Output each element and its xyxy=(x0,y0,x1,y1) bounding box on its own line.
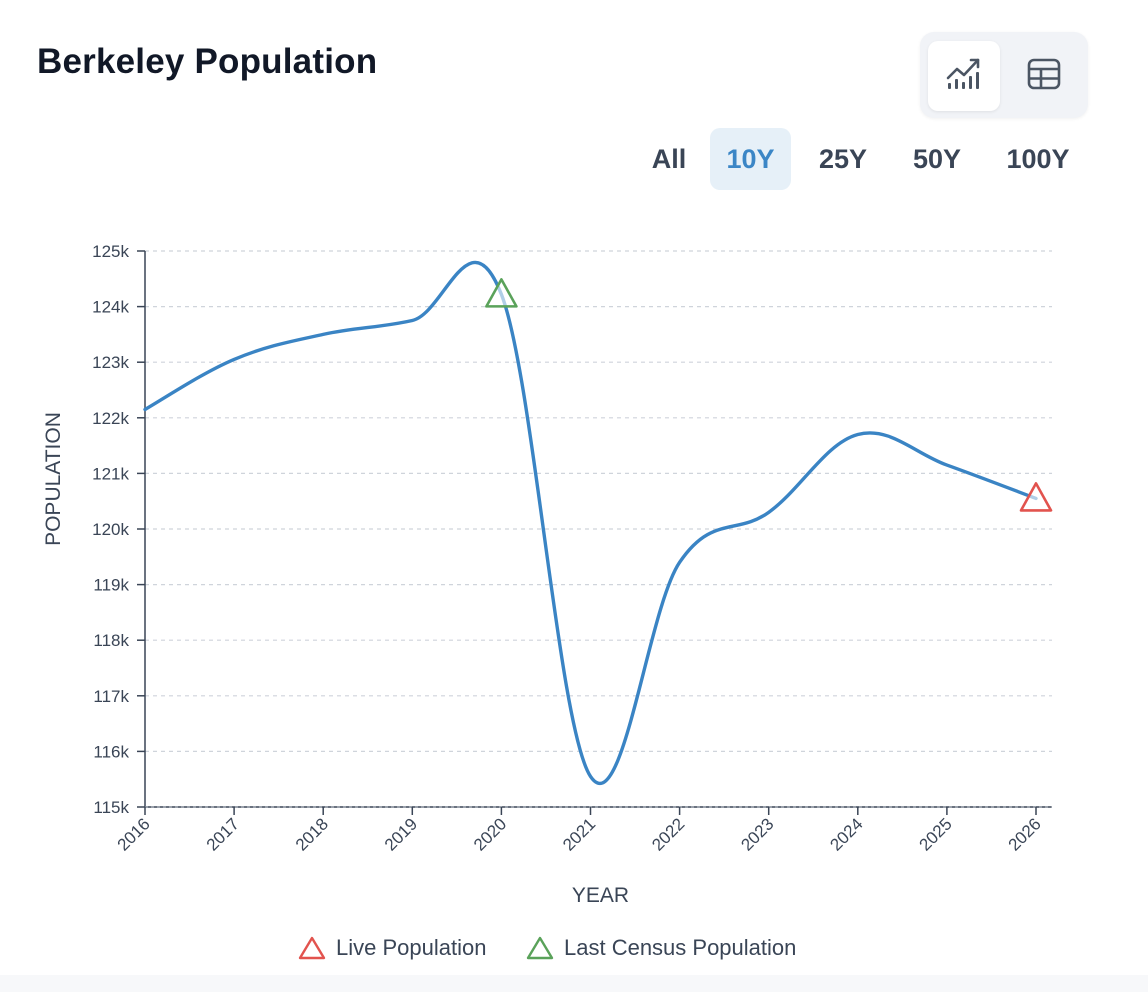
y-tick-label: 123k xyxy=(92,353,129,372)
x-tick-label: 2017 xyxy=(203,814,243,854)
line-chart-icon xyxy=(944,56,984,97)
data-point xyxy=(588,773,594,779)
data-point xyxy=(320,331,326,337)
y-tick-label: 116k xyxy=(93,742,129,761)
legend-census-label: Last Census Population xyxy=(564,935,797,960)
x-tick-label: 2024 xyxy=(826,814,866,854)
table-grid-icon xyxy=(1026,56,1062,97)
census-population-marker xyxy=(485,278,518,308)
legend-census-population[interactable]: Last Census Population xyxy=(526,930,796,966)
chart-legend: Live Population Last Census Population xyxy=(0,930,1148,966)
tab-all[interactable]: All xyxy=(651,143,687,174)
data-point xyxy=(855,431,861,437)
x-axis-title: YEAR xyxy=(572,884,629,907)
legend-live-label: Live Population xyxy=(336,935,487,960)
card-bottom-edge xyxy=(0,975,1148,992)
y-tick-label: 118k xyxy=(93,631,129,650)
population-line xyxy=(143,260,1038,786)
census-population-triangle-icon xyxy=(526,936,554,960)
y-tick-label: 120k xyxy=(92,520,129,539)
tab-50y[interactable]: 50Y xyxy=(912,143,962,174)
y-axis-title: POPULATION xyxy=(42,412,65,546)
view-toggle xyxy=(920,32,1088,118)
x-tick-label: 2020 xyxy=(470,814,510,854)
y-tick-label: 115k xyxy=(93,798,129,817)
y-tick-label: 124k xyxy=(92,298,129,317)
x-tick-label: 2022 xyxy=(648,814,688,854)
x-tick-label: 2026 xyxy=(1005,814,1045,854)
data-point xyxy=(766,509,772,515)
x-tick-label: 2016 xyxy=(114,814,154,854)
data-point xyxy=(944,462,950,468)
x-tick-label: 2023 xyxy=(737,814,777,854)
x-tick-label: 2018 xyxy=(292,814,332,854)
data-point xyxy=(231,356,237,362)
tab-25y[interactable]: 25Y xyxy=(818,143,868,174)
page-title: Berkeley Population xyxy=(37,42,378,81)
data-point xyxy=(409,318,415,324)
x-tick-label: 2019 xyxy=(381,814,421,854)
tab-10y[interactable]: 10Y xyxy=(710,128,791,190)
data-point xyxy=(677,559,683,565)
live-population-marker xyxy=(1019,482,1053,512)
x-tick-label: 2025 xyxy=(916,814,956,854)
y-tick-label: 117k xyxy=(93,687,129,706)
x-tick-label: 2021 xyxy=(559,814,599,854)
data-point xyxy=(142,406,148,412)
y-tick-label: 122k xyxy=(92,409,129,428)
tab-100y[interactable]: 100Y xyxy=(1006,143,1070,174)
y-tick-label: 121k xyxy=(92,464,129,483)
y-tick-label: 119k xyxy=(93,576,129,595)
chart-view-button[interactable] xyxy=(928,41,1000,111)
table-view-button[interactable] xyxy=(1008,41,1080,111)
live-population-triangle-icon xyxy=(298,936,326,960)
y-tick-label: 125k xyxy=(92,242,129,261)
legend-live-population[interactable]: Live Population xyxy=(298,930,486,966)
